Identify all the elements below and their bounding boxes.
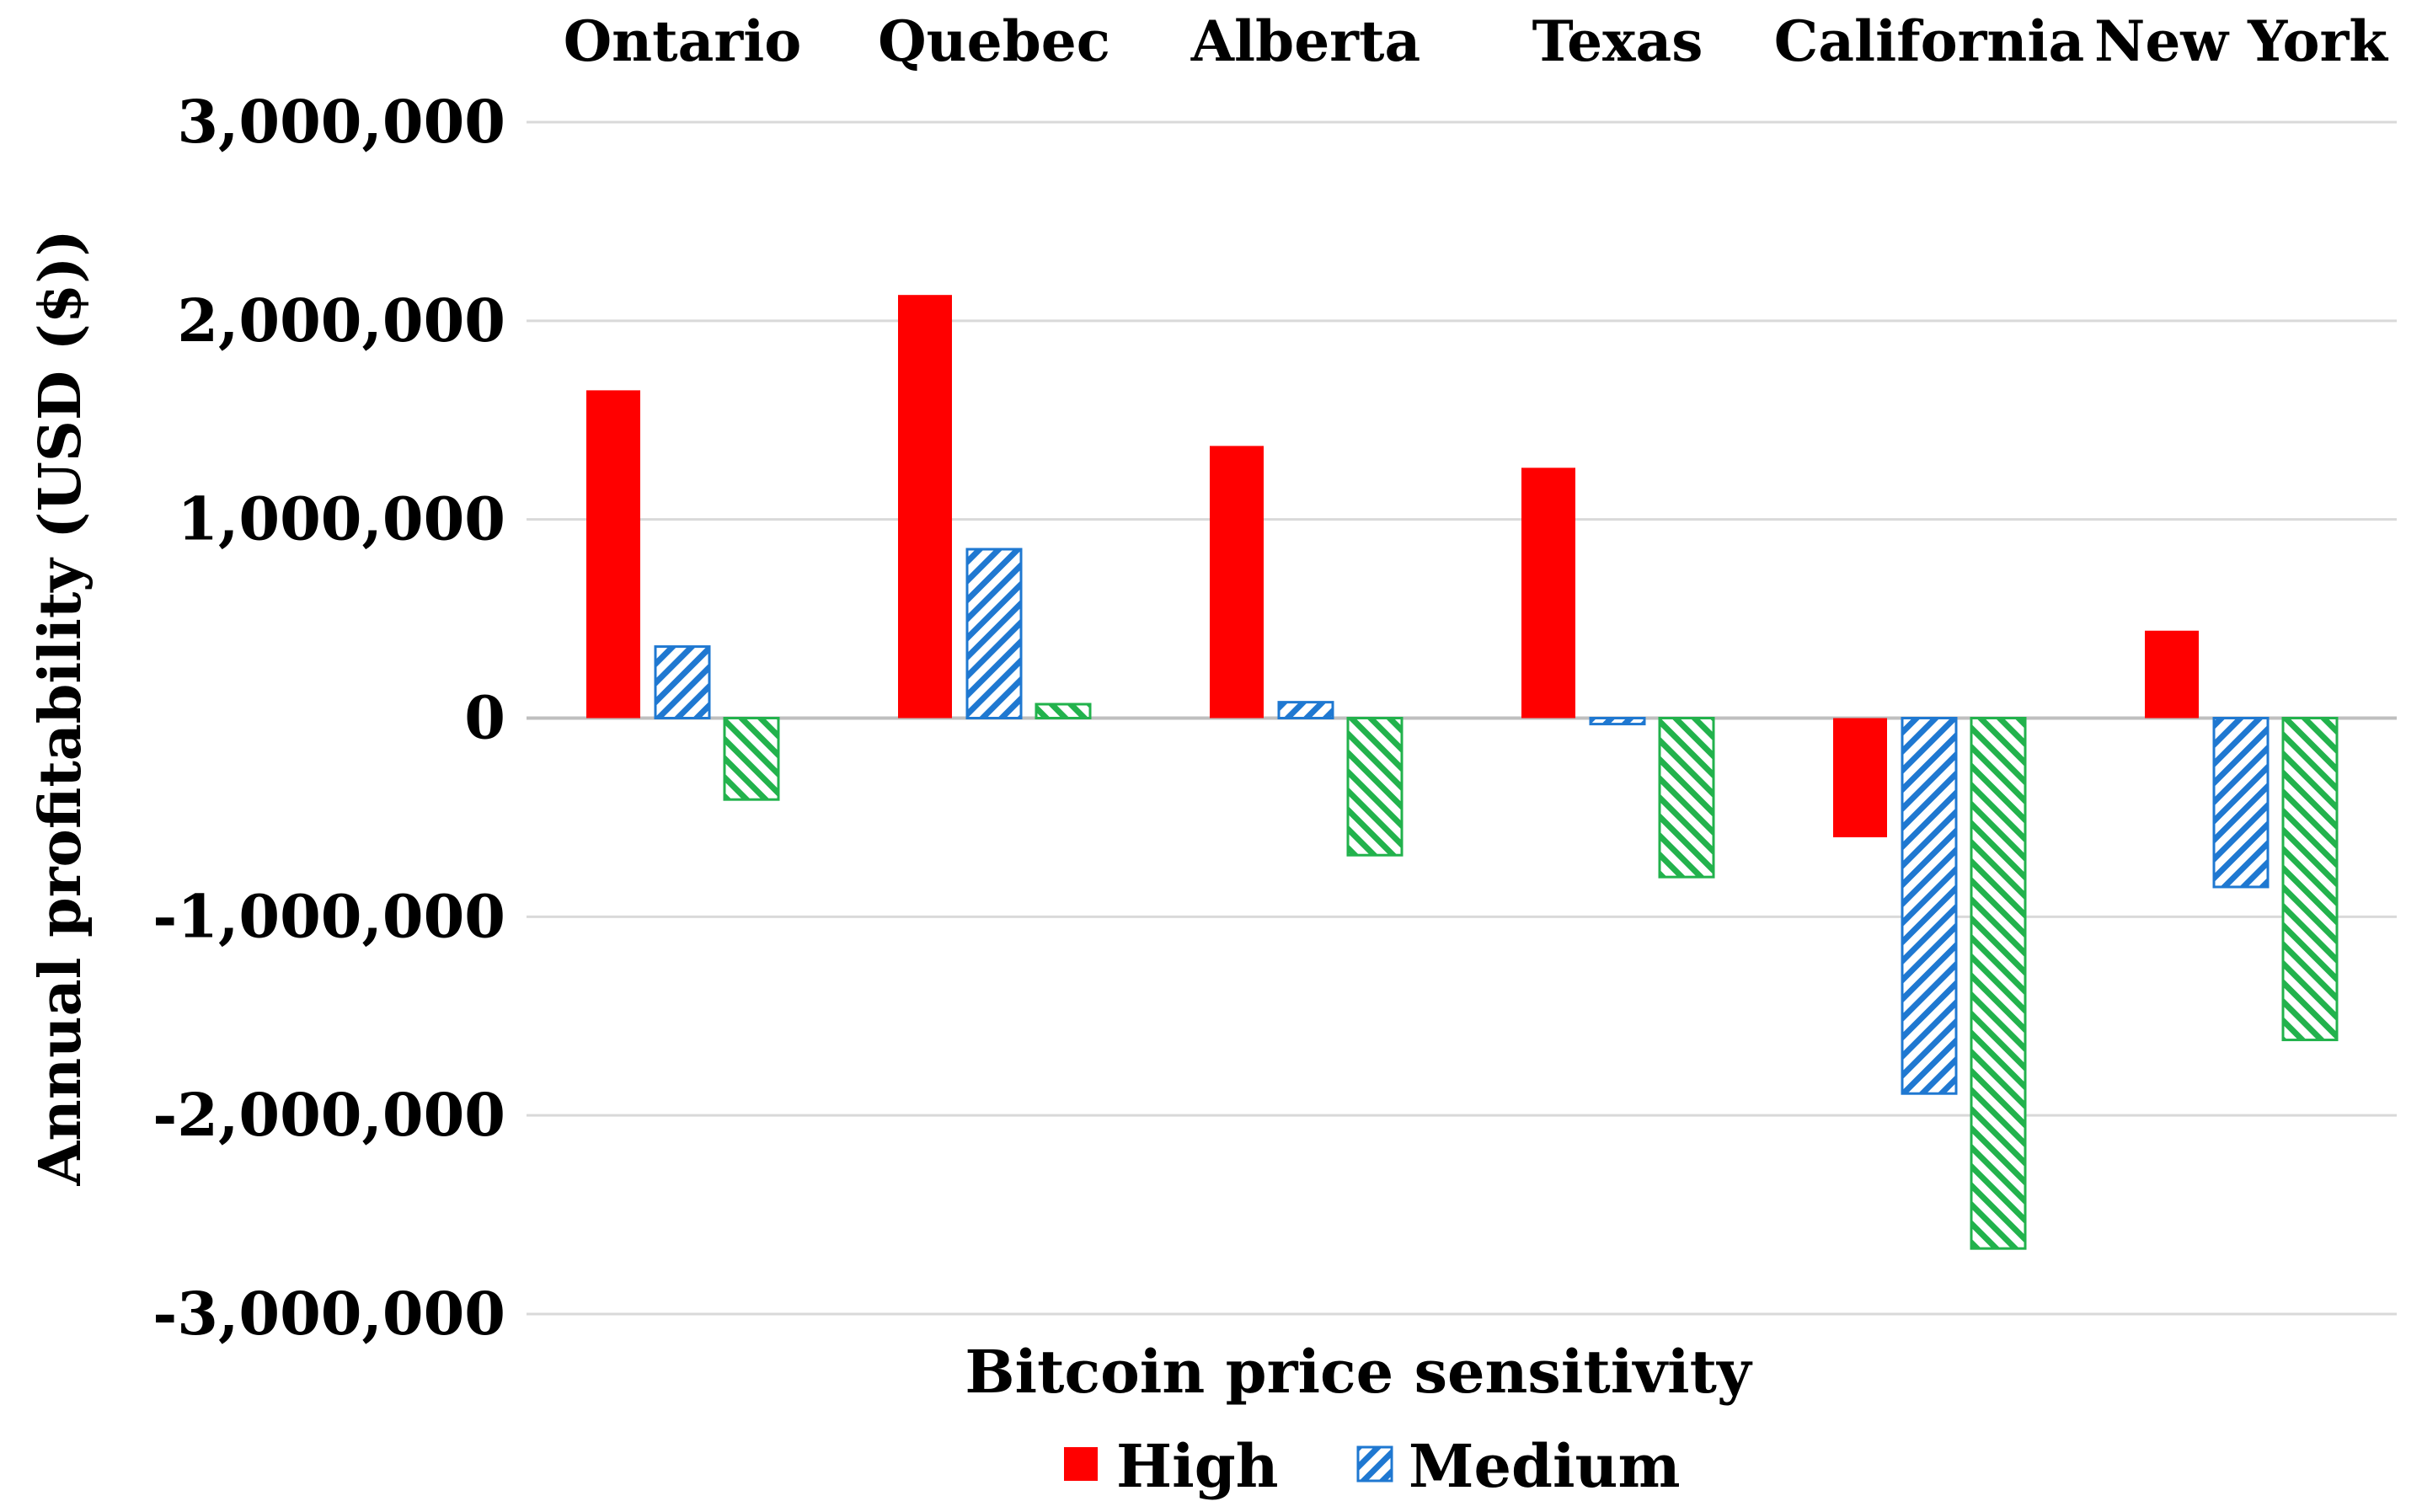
legend-label-high: High bbox=[1116, 1431, 1279, 1501]
y-tick-label: 3,000,000 bbox=[177, 87, 505, 157]
category-label: Alberta bbox=[1190, 8, 1420, 74]
x-axis-label: Bitcoin price sensitivity bbox=[965, 1337, 1753, 1407]
bar-medium-california bbox=[1901, 717, 1958, 1095]
y-tick-label: -1,000,000 bbox=[152, 881, 505, 951]
y-tick-label: -3,000,000 bbox=[152, 1279, 505, 1349]
category-labels: Ontario Quebec Alberta Texas California New Y… bbox=[564, 8, 2389, 74]
bar-high-new-york bbox=[2145, 630, 2199, 719]
bar-high-california bbox=[1833, 718, 1887, 837]
category-label: Quebec bbox=[878, 8, 1110, 74]
bar-high-alberta bbox=[1210, 446, 1264, 719]
gridlines bbox=[527, 120, 2397, 1316]
category-label: Texas bbox=[1532, 8, 1703, 74]
y-tick-label: 2,000,000 bbox=[177, 286, 505, 355]
category-label: New York bbox=[2094, 8, 2388, 74]
bar-low-texas bbox=[1658, 717, 1715, 879]
y-tick-label: 1,000,000 bbox=[177, 484, 505, 554]
bar-low-ontario bbox=[723, 717, 780, 801]
bar-high-quebec bbox=[898, 295, 952, 719]
bar-low-new-york bbox=[2281, 717, 2339, 1042]
bar-low-quebec bbox=[1035, 703, 1092, 719]
category-label: Ontario bbox=[564, 8, 802, 74]
bar-low-california bbox=[1970, 717, 2027, 1250]
y-tick-label: 0 bbox=[464, 683, 505, 753]
bar-low-alberta bbox=[1346, 717, 1403, 857]
legend-swatch-high bbox=[1064, 1447, 1098, 1481]
bar-medium-quebec bbox=[965, 548, 1023, 720]
legend: High Medium bbox=[1064, 1431, 1681, 1501]
bar-medium-texas bbox=[1589, 717, 1646, 726]
bar-medium-alberta bbox=[1277, 701, 1334, 720]
legend-label-medium: Medium bbox=[1409, 1431, 1681, 1501]
bars bbox=[586, 295, 2339, 1250]
category-label: California bbox=[1774, 8, 2084, 74]
bar-medium-ontario bbox=[654, 645, 711, 719]
bar-medium-new-york bbox=[2212, 717, 2270, 889]
bar-high-texas bbox=[1521, 467, 1575, 719]
y-axis-tick-labels: 3,000,000 2,000,000 1,000,000 0 -1,000,000 -2… bbox=[152, 87, 505, 1349]
y-tick-label: -2,000,000 bbox=[152, 1080, 505, 1150]
y-axis-label: Annual profitability (USD ($)) bbox=[27, 230, 94, 1187]
legend-swatch-medium bbox=[1356, 1445, 1393, 1483]
bar-high-ontario bbox=[586, 390, 640, 719]
